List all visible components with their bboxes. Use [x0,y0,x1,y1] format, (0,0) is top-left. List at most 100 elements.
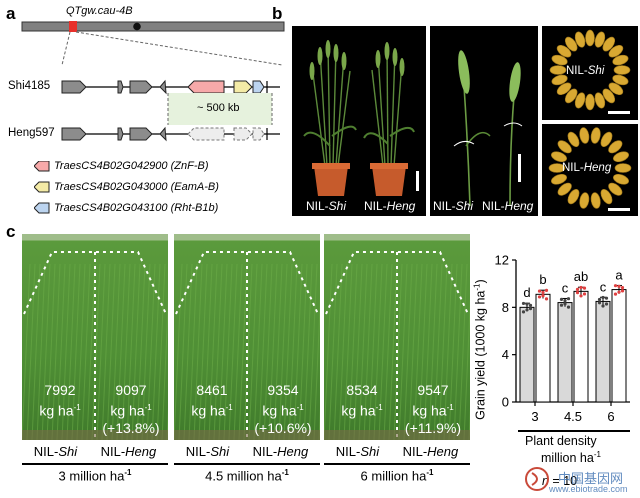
data-point [521,310,526,314]
deletion-size-label: ~ 500 kb [197,102,240,114]
legend-swatch-rht [34,202,50,214]
data-point [566,305,571,309]
heng-gene-2 [117,127,124,141]
heng-gene-4 [159,126,167,142]
grain [551,54,568,66]
bar [519,306,535,403]
density-bracket-1 [22,463,168,465]
heng-gene-3 [129,127,153,141]
grain [551,151,567,163]
chart-xlabel: Plant density [525,434,597,448]
grain [590,192,601,209]
data-point [579,294,583,298]
grain [551,173,567,185]
scale-bar-plants [416,171,419,191]
plants-photo: NIL-Shi NIL-Heng [292,26,426,216]
data-point [575,287,580,292]
data-point [563,302,567,306]
grain [594,31,606,48]
bar [557,302,573,403]
data-point [563,299,567,303]
grain [556,82,572,96]
shi-yield-text: 7992 kg ha-1 [39,382,81,419]
shi-gene-znf [187,80,225,94]
panel-c-label: c [6,222,16,241]
heng597-label: Heng597 [8,127,55,139]
data-point [521,301,526,306]
data-point [579,285,583,290]
plant-right-label: NIL-Heng [364,199,416,213]
y-tick-label: 0 [502,395,509,410]
chart-xlabel-unit: million ha-1 [541,450,601,466]
data-point [525,308,529,312]
x-tick-label: 6 [607,409,614,424]
shi-gene-1 [61,80,87,94]
data-point [582,286,587,290]
field-names-1: NIL-Shi NIL-Heng [33,444,157,459]
pot-right [372,166,406,196]
data-point [541,294,545,298]
data-point [541,290,545,294]
grain [608,44,624,58]
qtl-marker [69,21,77,32]
y-tick-label: 8 [502,300,509,315]
significance-letter: d [523,285,530,300]
grain [594,92,606,109]
scale-bar-grain-top [608,111,630,114]
heng-gene-deleted-1 [187,127,225,141]
grain [579,192,590,209]
data-point [559,303,564,307]
data-point [582,292,587,296]
grain [564,88,578,104]
data-point [604,296,609,300]
data-point [537,295,542,299]
shi-gene-eama [233,80,253,94]
grain [600,131,613,147]
legend-item-znf: TraesCS4B02G042900 (ZnF-B) [54,160,209,172]
data-point [601,295,605,300]
watermark-cn: 中国基因网 [558,471,624,486]
x-tick-label: 4.5 [564,409,582,424]
grain [557,182,572,196]
legend-item-rht: TraesCS4B02G043100 (Rht-B1b) [54,202,219,214]
bar [611,289,627,403]
heng-gene-deleted-3 [252,127,265,141]
grain [551,74,568,86]
legend-swatch-eama [34,181,50,193]
density-bracket-2 [174,463,320,465]
spikes-photo: NIL-Shi NIL-Heng [430,26,538,216]
xlabel-bracket [518,430,630,432]
heng-yield-text: 9547 kg ha-1 (+11.9%) [404,382,462,436]
grain [612,54,629,66]
data-point [528,307,533,311]
panel-b-label: b [272,4,283,23]
grain [567,131,580,147]
significance-letter: c [600,279,607,294]
y-tick-label: 12 [495,253,509,268]
field-photo-2: 8461 kg ha-1 9354 kg ha-1 (+10.6%) [174,234,320,440]
field-photo-1: 7992 kg ha-1 9097 kg ha-1 (+13.8%) [22,234,168,440]
grain [574,31,586,48]
x-tick-label: 3 [531,409,538,424]
grain [579,127,590,144]
density-label-1: 3 million ha-1 [58,468,132,484]
watermark-logo-icon [525,467,549,491]
data-point [528,303,533,307]
grain [564,36,578,52]
grains-heng-photo: NIL-Heng [542,124,638,216]
grain [613,151,629,163]
shi-gene-3 [129,80,153,94]
chromosome-bar [21,21,285,32]
data-point [617,284,621,288]
significance-letter: a [615,267,623,282]
chart-ylabel: Grain yield (1000 kg ha-1) [472,279,488,420]
grain [549,65,567,75]
data-point [559,297,564,301]
bar [535,293,551,403]
spike-right-label: NIL-Heng [482,199,534,213]
density-bracket-3 [324,463,470,465]
grain [608,82,624,96]
chart-n-note: n = 10 [542,474,578,488]
data-point [525,302,529,306]
